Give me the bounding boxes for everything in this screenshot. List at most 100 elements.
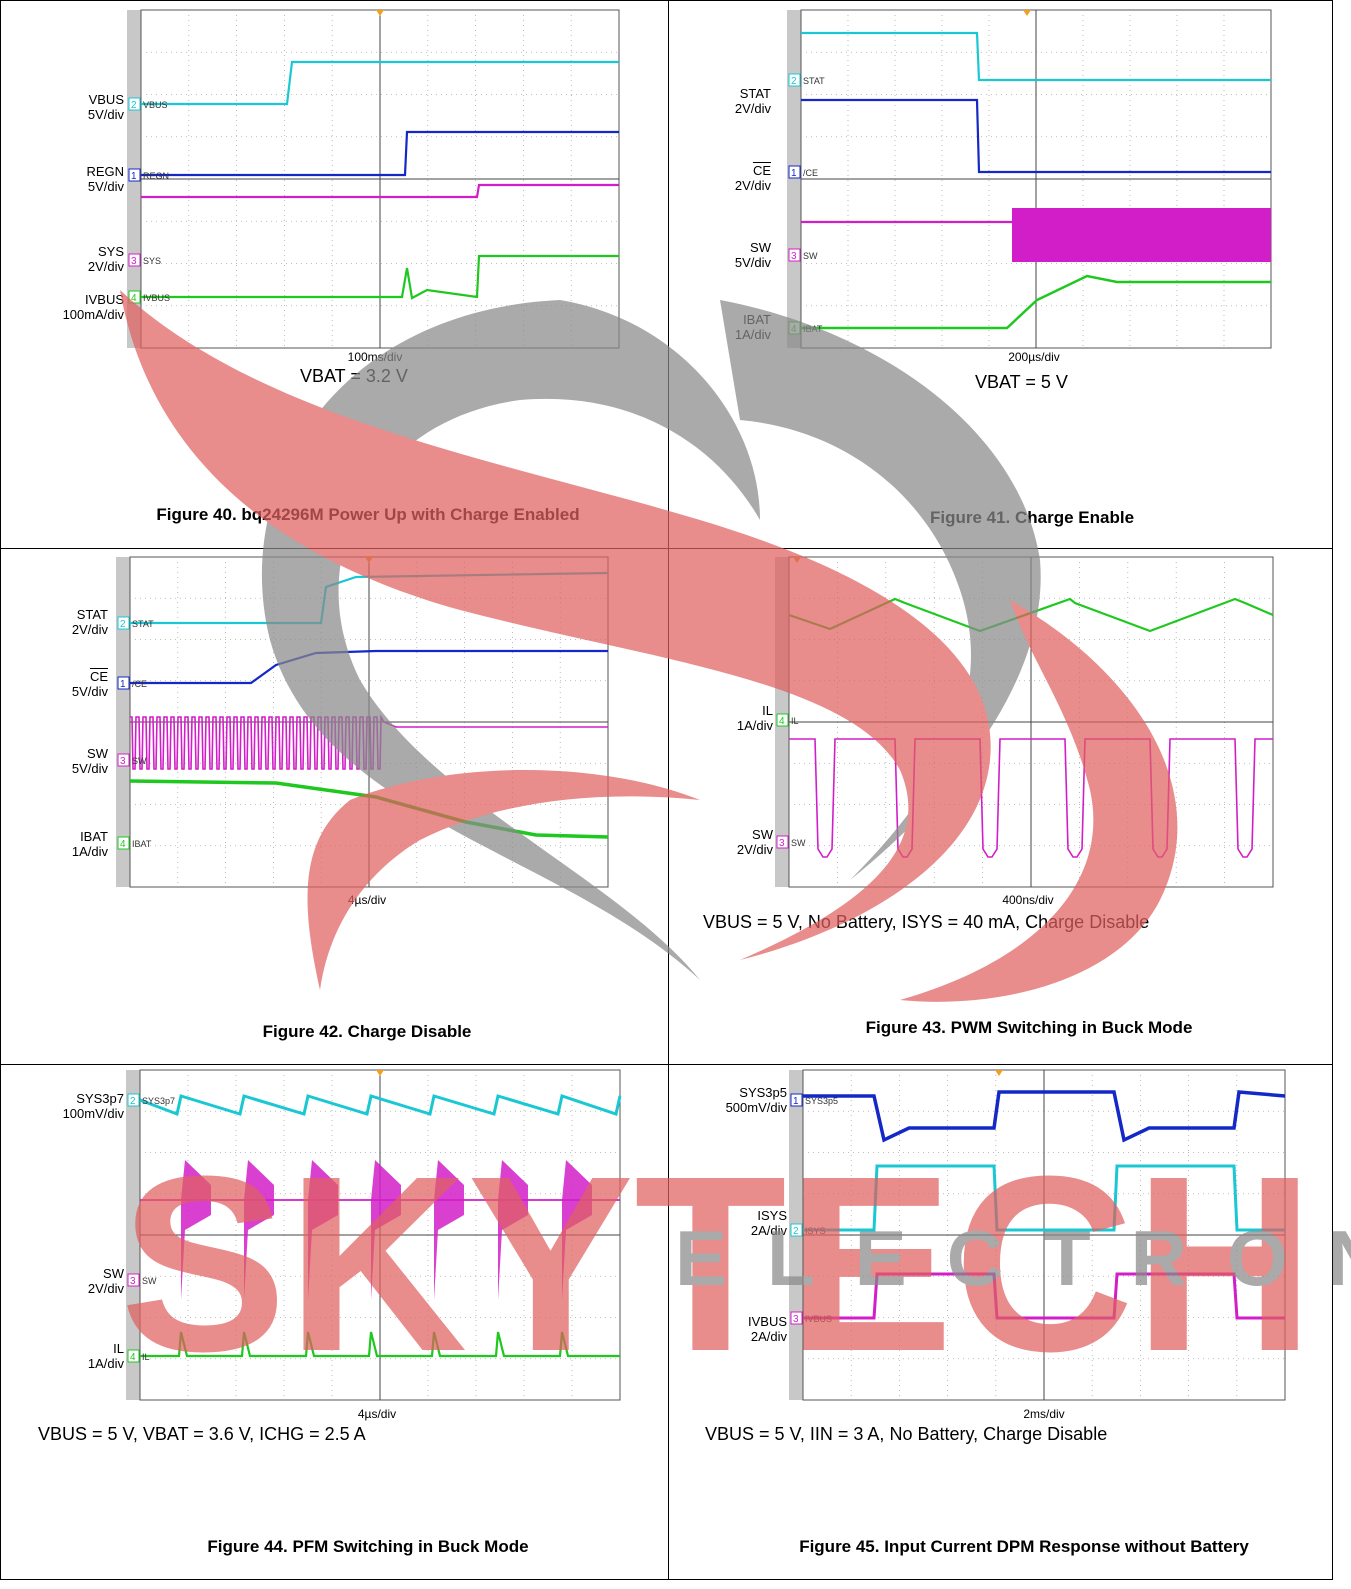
ch-label-il: IL 1A/div [87, 1341, 124, 1371]
condition-fig41: VBAT = 5 V [975, 372, 1068, 392]
channel-number: 3 [131, 256, 137, 267]
channel-number: 4 [779, 716, 785, 727]
ch-label-sys3p5: SYS3p5 500mV/div [725, 1085, 787, 1115]
trace-ce [801, 98, 1271, 174]
timebase-fig45: 2ms/div [1023, 1407, 1065, 1421]
channel-number: 4 [130, 1352, 136, 1363]
trace-sw-burst [498, 1160, 528, 1300]
ch-label-ce: CE 2V/div [734, 163, 771, 193]
ch-label-ibat: IBAT 1A/div [71, 829, 108, 859]
trigger-marker-icon [365, 557, 373, 563]
ch-label-sys3p7: SYS3p7 100mV/div [62, 1091, 124, 1121]
ch-label-ibat: IBAT 1A/div [734, 312, 771, 342]
trace-sys [141, 183, 619, 199]
caption-fig43: Figure 43. PWM Switching in Buck Mode [865, 1018, 1193, 1037]
channel-number: 4 [131, 293, 137, 304]
channel-marker-box [128, 253, 141, 267]
row-divider-2 [0, 1064, 1333, 1065]
scope-fig44: 2 SYS3p7 3 SW 4 IL [126, 1069, 622, 1401]
channel-number: 4 [791, 324, 797, 335]
ch-label-sw: SW 5V/div [71, 746, 108, 776]
trace-sw-burst [562, 1160, 592, 1300]
figure-42: 2 STAT 1/CE 3 SW 4 IBAT STAT 2V/div CE 5V/div SW… [0, 549, 668, 1064]
channel-number: 3 [791, 251, 797, 262]
scope-fig41: 2 STAT 1/CE 3 SW 4 IBAT [787, 9, 1272, 349]
condition-fig45: VBUS = 5 V, IIN = 3 A, No Battery, Charg… [705, 1424, 1108, 1444]
ch-label-ivbus: IVBUS 2A/div [747, 1314, 787, 1344]
channel-number: 1 [120, 679, 126, 690]
trace-vbus [141, 60, 619, 106]
trace-sw-burst [181, 1160, 211, 1300]
channel-tag: REGN [143, 171, 169, 181]
channel-tag: VBUS [143, 100, 168, 110]
ch-label-stat: STAT 2V/div [734, 86, 771, 116]
trigger-marker-icon [376, 1070, 384, 1076]
channel-tag: /CE [132, 679, 147, 689]
channel-tag: IL [142, 1352, 150, 1362]
ch-label-il: IL 1A/div [736, 703, 773, 733]
channel-marker-box [128, 168, 141, 182]
ch-label-ce: CE 5V/div [71, 669, 108, 699]
caption-fig44: Figure 44. PFM Switching in Buck Mode [207, 1537, 529, 1556]
figure-45: 1 SYS3p5 2 ISYS 3 IVBUS SYS3p5 500mV/div ISYS 2… [669, 1065, 1333, 1580]
timebase-fig42: 4µs/div [347, 893, 387, 907]
trace-regn [141, 130, 619, 177]
scope-left-bar [787, 10, 801, 348]
channel-number: 2 [131, 100, 137, 111]
channel-number: 2 [120, 619, 126, 630]
ch-label-vbus: VBUS 5V/div [87, 92, 124, 122]
trigger-marker-icon [995, 1070, 1003, 1076]
trigger-marker-icon [376, 10, 384, 16]
trace-il [140, 1331, 620, 1358]
trace-isys [803, 1164, 1285, 1232]
ch-label-sw: SW 2V/div [736, 827, 773, 857]
channel-tag: IL [791, 716, 799, 726]
channel-marker-box [790, 1223, 803, 1237]
trace-stat [801, 31, 1271, 82]
trigger-marker-icon [793, 557, 801, 563]
condition-fig43: VBUS = 5 V, No Battery, ISYS = 40 mA, Ch… [703, 912, 1150, 932]
channel-marker-box [788, 165, 801, 179]
channel-number: 1 [131, 171, 137, 182]
trace-sys3p5 [803, 1090, 1286, 1143]
timebase-fig43: 400ns/div [1002, 893, 1054, 907]
channel-tag: SYS3p5 [805, 1096, 838, 1106]
caption-fig45: Figure 45. Input Current DPM Response wi… [799, 1537, 1249, 1556]
channel-number: 2 [130, 1096, 136, 1107]
ch-label-regn: REGN 5V/div [86, 164, 124, 194]
scope-left-bar [126, 1070, 140, 1400]
channel-marker-box [127, 1093, 140, 1107]
scope-fig45: 1 SYS3p5 2 ISYS 3 IVBUS [789, 1069, 1286, 1401]
caption-fig41: Figure 41. Charge Enable [929, 508, 1135, 527]
channel-number: 2 [793, 1226, 799, 1237]
timebase-fig40: 100ms/div [347, 350, 403, 364]
channel-number: 2 [791, 76, 797, 87]
channel-number: 1 [791, 168, 797, 179]
channel-number: 4 [120, 839, 126, 850]
trace-sw-burst [308, 1160, 338, 1300]
channel-number: 3 [779, 838, 785, 849]
channel-tag: ISYS [805, 1226, 826, 1236]
channel-tag: SW [791, 838, 806, 848]
scope-fig40: 2 VBUS 1 REGN 3 SYS 4 IVBUS [127, 9, 620, 349]
channel-tag: SYS [143, 256, 161, 266]
channel-marker-box [788, 73, 801, 87]
channel-number: 3 [120, 756, 126, 767]
figure-40: 2 VBUS 1 REGN 3 SYS 4 IVBUS VBUS 5V/div REGN 5V/d… [0, 0, 668, 548]
channel-marker-box [127, 1349, 140, 1363]
ch-label-sw: SW 5V/div [734, 240, 771, 270]
channel-tag: SYS3p7 [142, 1096, 175, 1106]
channel-tag: STAT [132, 619, 154, 629]
channel-tag: /CE [803, 168, 818, 178]
caption-fig40: Figure 40. bq24296M Power Up with Charge… [156, 505, 580, 524]
scope-fig42: 2 STAT 1/CE 3 SW 4 IBAT [116, 556, 609, 888]
timebase-fig44: 4µs/div [357, 1407, 397, 1421]
channel-number: 3 [130, 1276, 136, 1287]
channel-marker-box [127, 1273, 140, 1287]
channel-tag: IBAT [803, 324, 823, 334]
ch-label-isys: ISYS 2A/div [750, 1208, 787, 1238]
ch-label-sw: SW 2V/div [87, 1266, 124, 1296]
channel-tag: SW [142, 1276, 157, 1286]
channel-tag: STAT [803, 76, 825, 86]
